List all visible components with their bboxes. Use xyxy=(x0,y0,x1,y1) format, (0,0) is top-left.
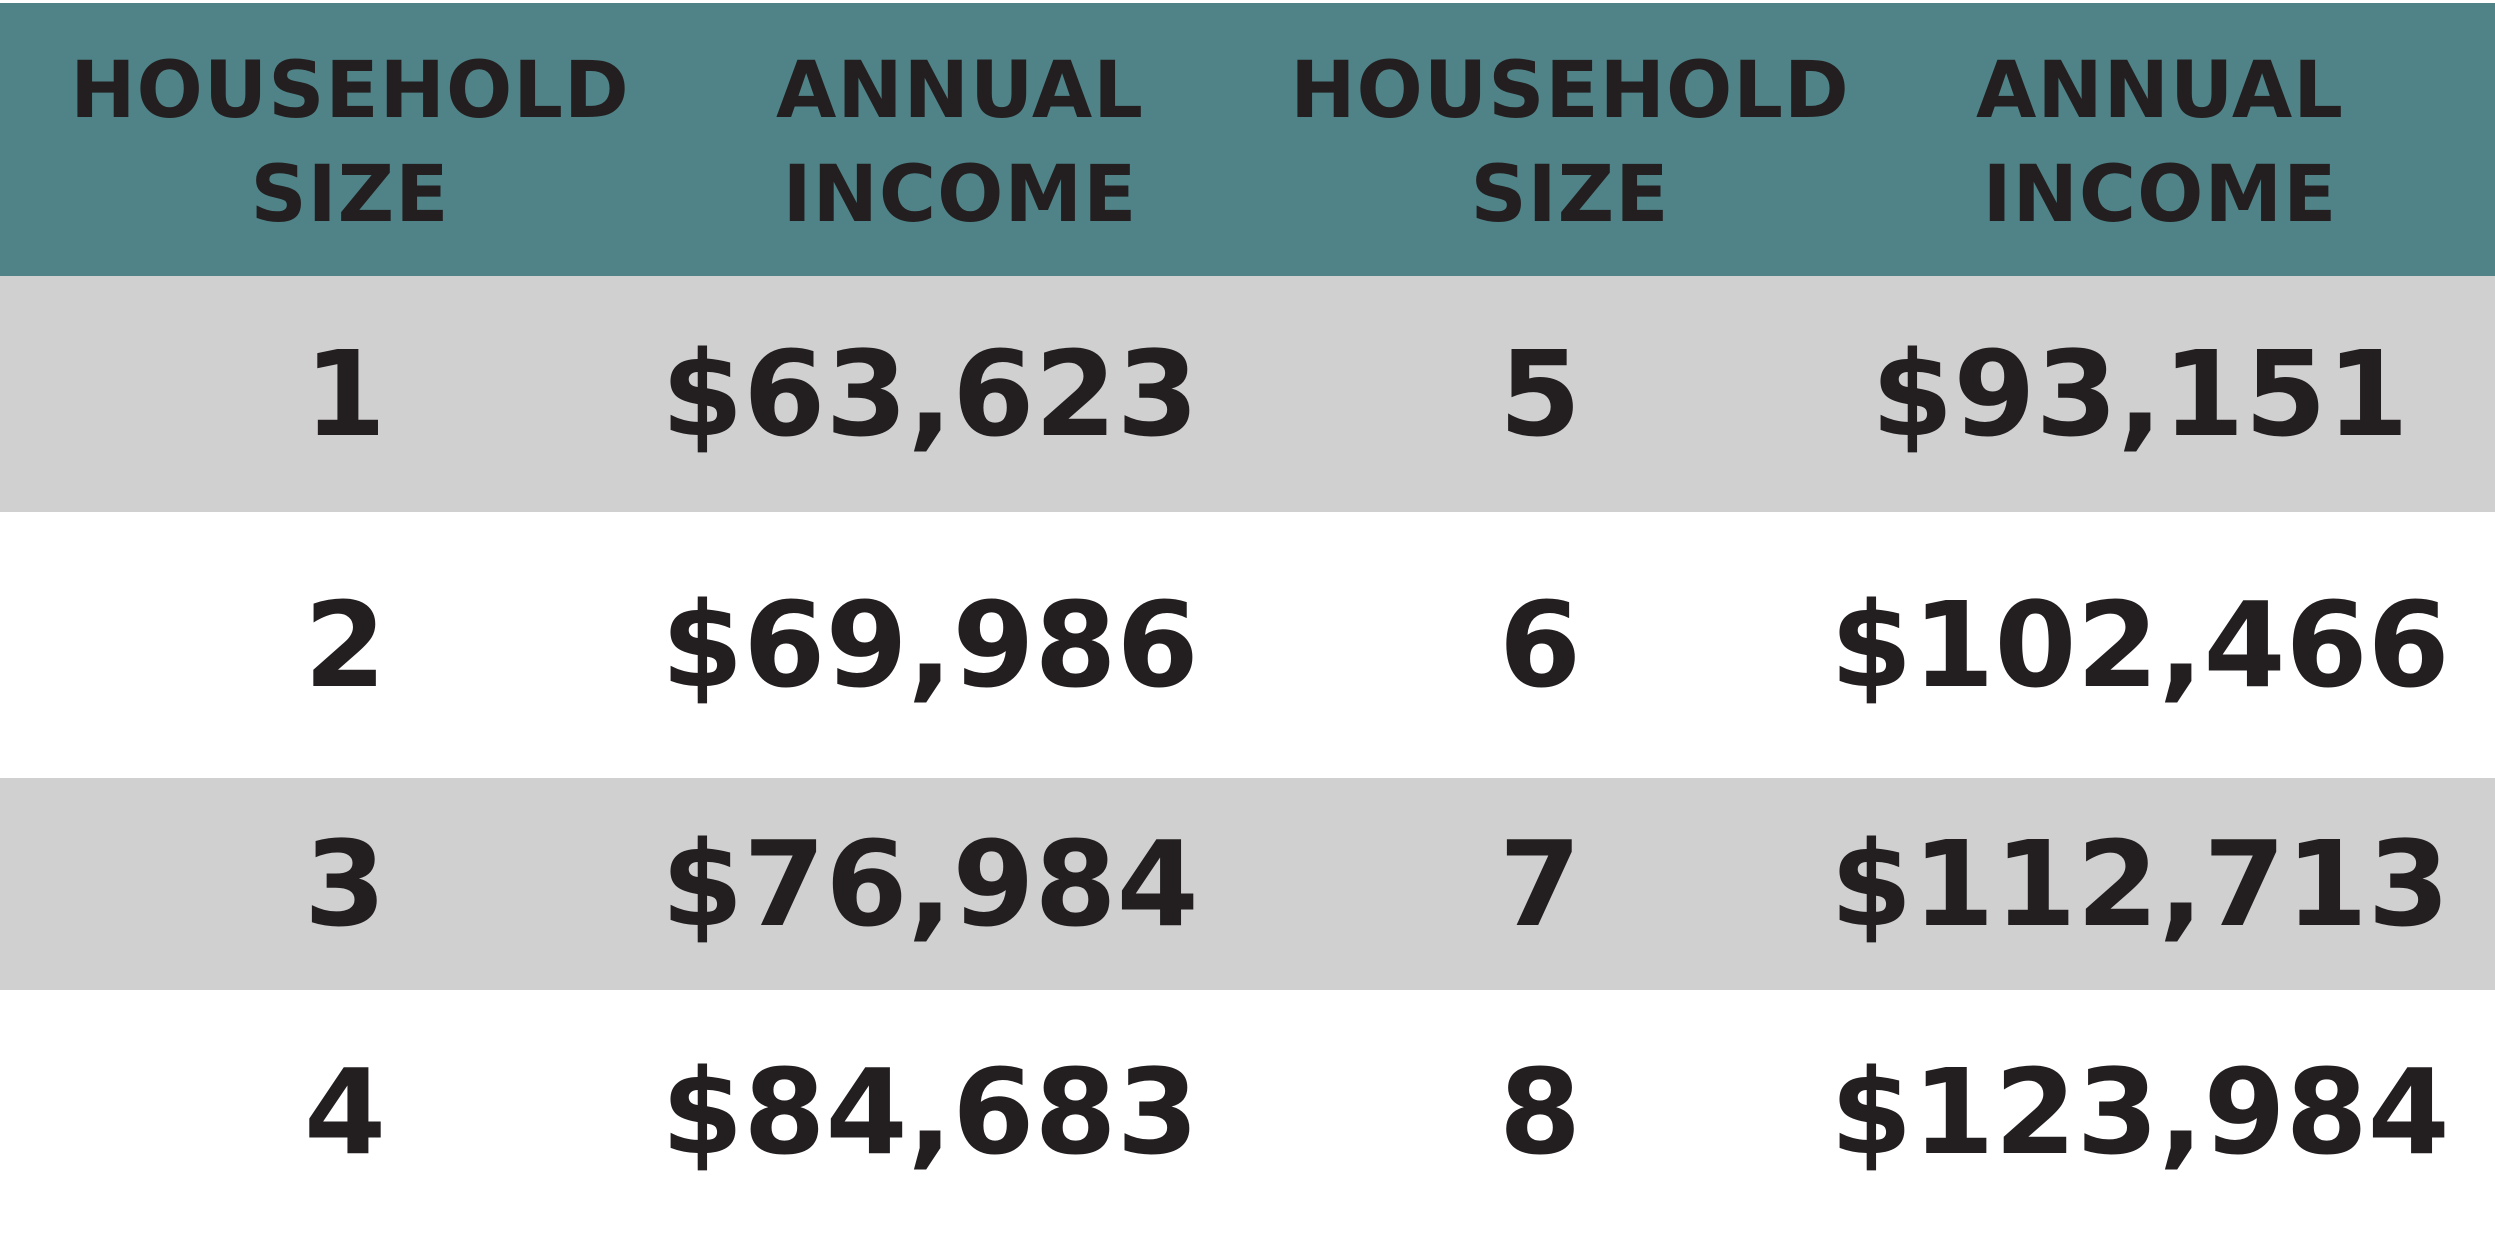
header-household-size-right: HOUSEHOLD SIZE xyxy=(1290,46,1850,240)
table-row: 4 $84,683 8 $123,984 xyxy=(0,990,2495,1233)
household-size-cell: 4 xyxy=(303,1042,387,1181)
household-size-cell: 6 xyxy=(1498,576,1582,714)
annual-income-cell: $76,984 xyxy=(661,815,1199,953)
annual-income-cell: $102,466 xyxy=(1830,576,2450,714)
annual-income-cell: $63,623 xyxy=(661,325,1199,463)
annual-income-cell: $123,984 xyxy=(1830,1042,2450,1181)
table-header: HOUSEHOLD SIZE ANNUAL INCOME HOUSEHOLD S… xyxy=(0,0,2495,276)
table-row: 3 $76,984 7 $112,713 xyxy=(0,778,2495,990)
header-annual-income-left: ANNUAL INCOME xyxy=(776,46,1144,240)
annual-income-cell: $84,683 xyxy=(661,1042,1199,1181)
table-row: 2 $69,986 6 $102,466 xyxy=(0,512,2495,778)
table-row: 1 $63,623 5 $93,151 xyxy=(0,276,2495,512)
household-size-cell: 5 xyxy=(1498,325,1582,463)
annual-income-cell: $112,713 xyxy=(1830,815,2450,953)
annual-income-cell: $69,986 xyxy=(661,576,1199,714)
household-size-cell: 1 xyxy=(303,325,387,463)
household-size-cell: 7 xyxy=(1498,815,1582,953)
household-size-cell: 2 xyxy=(303,576,387,714)
header-annual-income-right: ANNUAL INCOME xyxy=(1976,46,2344,240)
annual-income-cell: $93,151 xyxy=(1871,325,2409,463)
household-size-cell: 8 xyxy=(1498,1042,1582,1181)
household-size-cell: 3 xyxy=(303,815,387,953)
header-household-size-left: HOUSEHOLD SIZE xyxy=(70,46,630,240)
